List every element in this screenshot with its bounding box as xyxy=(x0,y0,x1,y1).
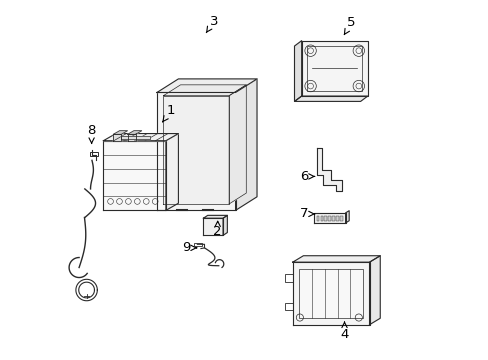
Text: 8: 8 xyxy=(87,124,96,143)
Bar xyxy=(90,152,98,156)
Polygon shape xyxy=(292,262,369,325)
Bar xyxy=(194,243,201,246)
Polygon shape xyxy=(163,85,246,96)
Text: 6: 6 xyxy=(300,170,314,183)
Bar xyxy=(327,216,330,221)
Bar xyxy=(331,216,334,221)
Polygon shape xyxy=(294,41,301,102)
Polygon shape xyxy=(113,134,121,141)
Polygon shape xyxy=(223,215,227,235)
Bar xyxy=(339,216,342,221)
Polygon shape xyxy=(127,134,135,141)
Text: 5: 5 xyxy=(344,16,355,35)
Polygon shape xyxy=(157,93,235,210)
Text: 2: 2 xyxy=(213,221,222,238)
Polygon shape xyxy=(369,256,380,325)
Bar xyxy=(285,302,292,310)
Polygon shape xyxy=(103,134,178,141)
Bar xyxy=(335,216,338,221)
Polygon shape xyxy=(203,218,223,235)
Polygon shape xyxy=(229,85,246,204)
Polygon shape xyxy=(121,136,149,139)
Text: 7: 7 xyxy=(300,207,314,220)
Bar xyxy=(299,269,363,318)
Text: 4: 4 xyxy=(340,322,348,341)
Text: 3: 3 xyxy=(206,14,218,33)
Bar xyxy=(306,46,362,91)
Polygon shape xyxy=(313,213,345,223)
Polygon shape xyxy=(113,131,127,134)
Polygon shape xyxy=(203,215,227,218)
Polygon shape xyxy=(157,79,257,93)
Polygon shape xyxy=(165,134,178,210)
Bar xyxy=(324,216,326,221)
Bar xyxy=(316,216,319,221)
Polygon shape xyxy=(235,79,257,210)
Polygon shape xyxy=(103,141,165,210)
Polygon shape xyxy=(163,96,229,204)
Text: 1: 1 xyxy=(162,104,175,122)
Polygon shape xyxy=(345,211,348,223)
Text: 9: 9 xyxy=(182,241,196,255)
Polygon shape xyxy=(316,148,341,191)
Polygon shape xyxy=(301,41,367,96)
Polygon shape xyxy=(127,131,142,134)
Bar xyxy=(320,216,323,221)
Polygon shape xyxy=(294,96,367,102)
Polygon shape xyxy=(292,256,380,262)
Bar xyxy=(285,274,292,282)
